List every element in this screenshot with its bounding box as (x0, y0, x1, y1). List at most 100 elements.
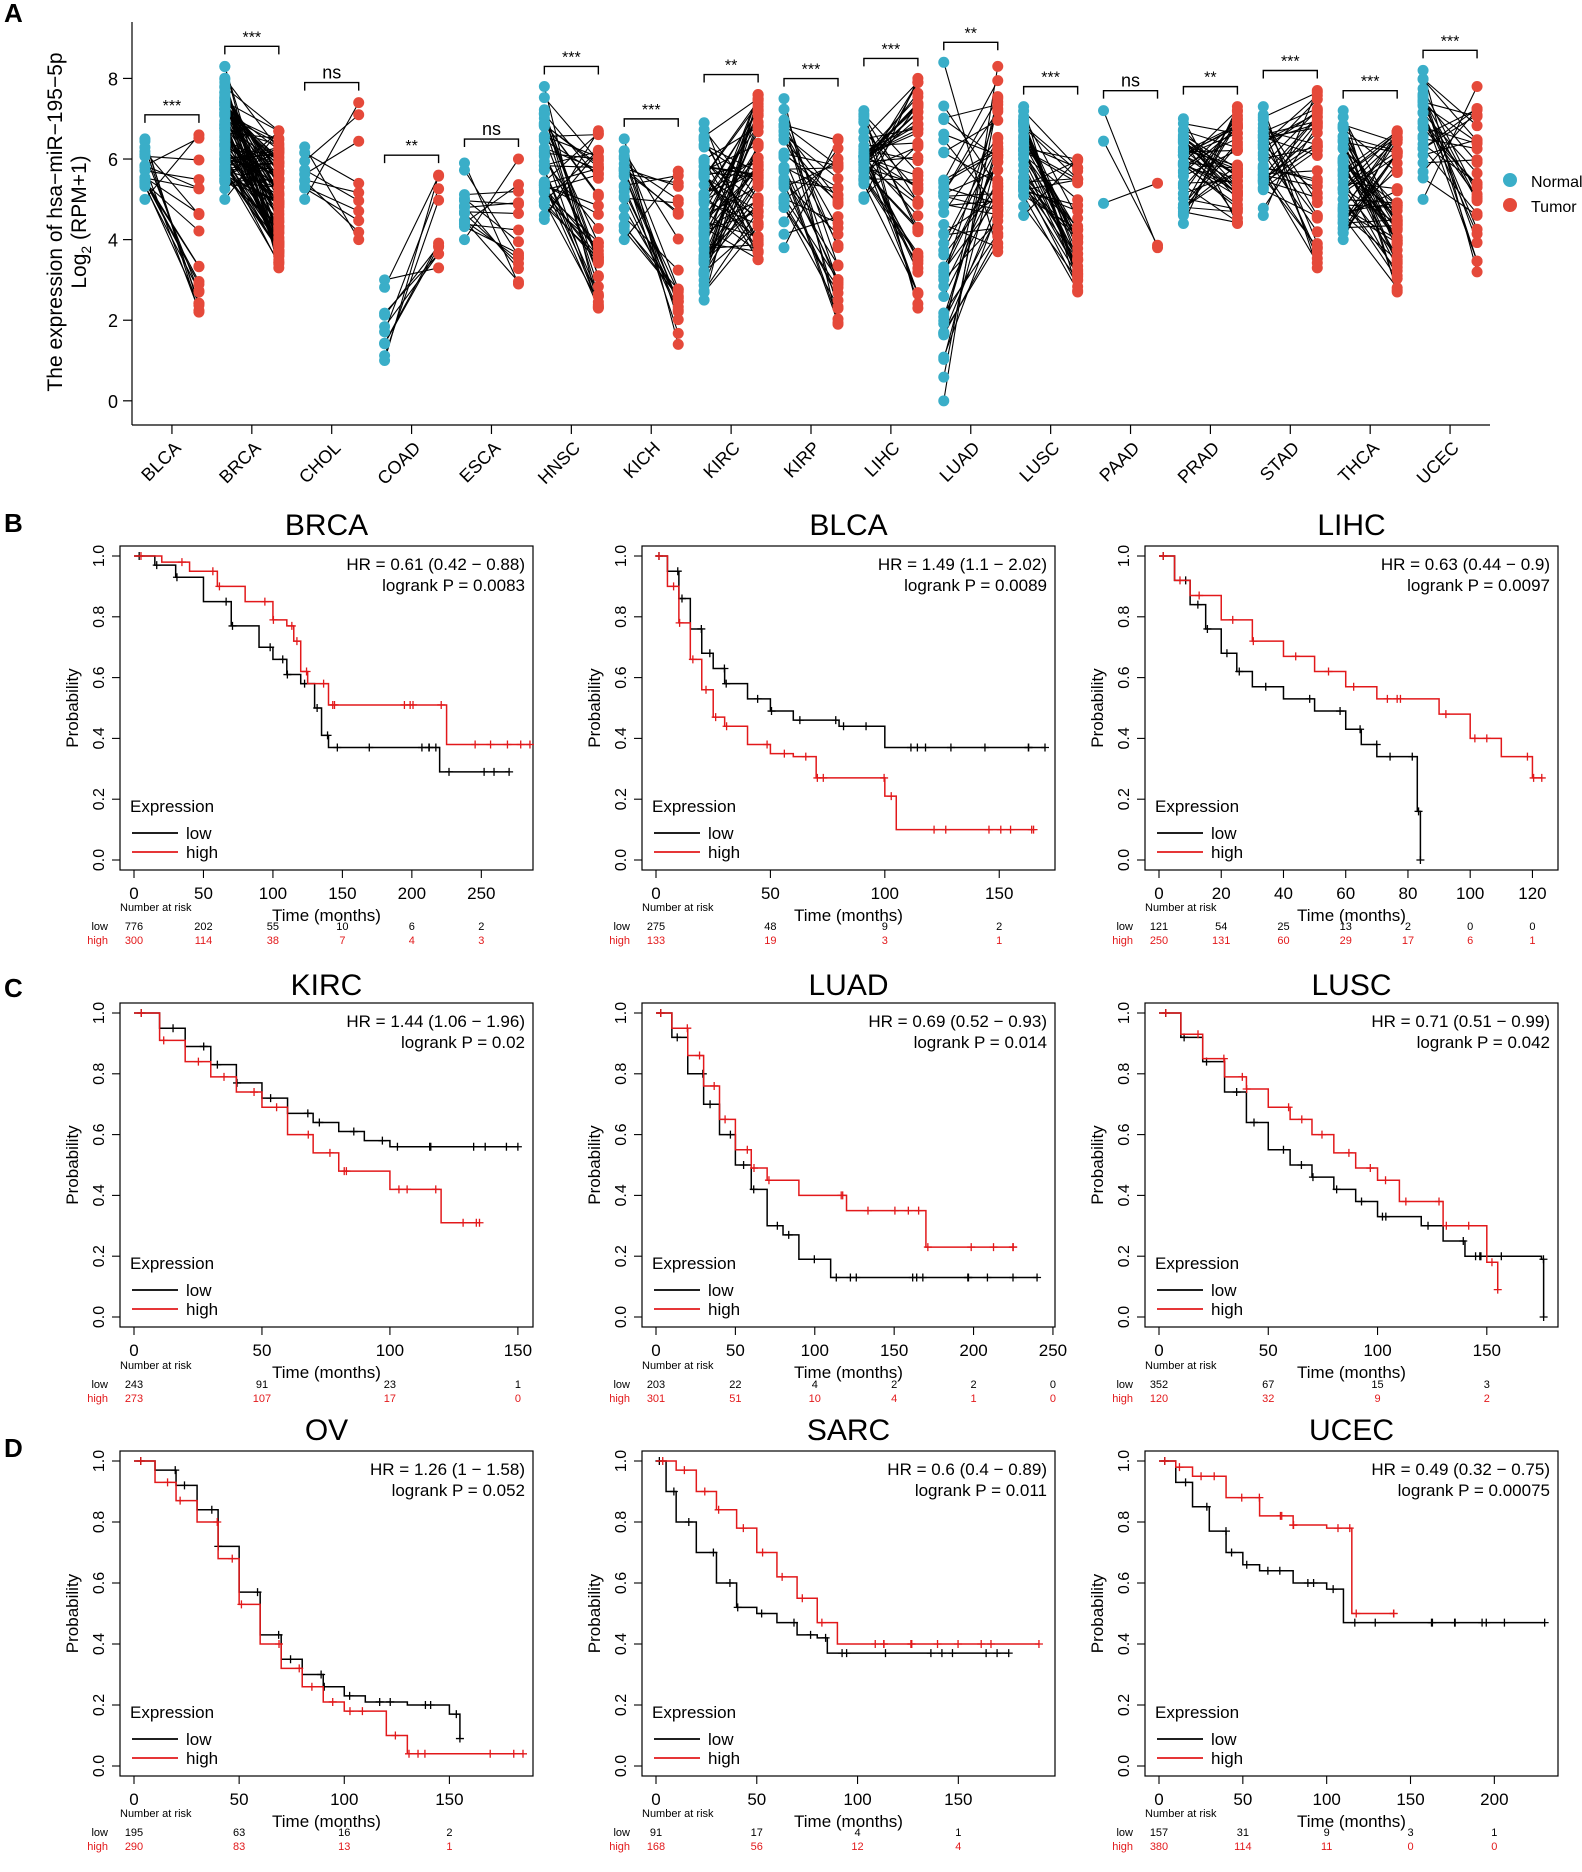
logrank-p: logrank P = 0.0097 (1407, 576, 1550, 595)
censor-mark-low (1202, 1502, 1211, 1511)
normal-point (778, 134, 790, 146)
pair-line (703, 100, 759, 177)
pair-lines-brca (224, 66, 280, 268)
censor-mark-high (307, 1682, 316, 1691)
censor-mark-low (445, 767, 454, 776)
risk-low-count: 23 (384, 1379, 396, 1391)
censor-mark-low (207, 1505, 216, 1514)
x-tick-label: CHOL (295, 438, 345, 488)
pair-line (1263, 123, 1318, 142)
x-tick-label-0: 0 (651, 1790, 660, 1809)
normal-point (1018, 142, 1030, 154)
risk-high-count: 107 (253, 1393, 271, 1405)
normal-point (698, 168, 710, 180)
tumor-point (992, 164, 1004, 176)
normal-point (1337, 208, 1349, 220)
risk-low-count: 4 (812, 1379, 818, 1391)
pair-line (623, 170, 679, 240)
x-tick-label-3: 150 (1473, 1341, 1501, 1360)
censor-mark-high (1464, 1221, 1473, 1230)
normal-point (1417, 133, 1429, 145)
pair-line (703, 226, 759, 293)
pair-line (144, 182, 200, 268)
y-tick-label: 1.0 (1116, 1450, 1133, 1472)
normal-points-kirp (778, 93, 790, 254)
pair-line (144, 176, 200, 214)
censor-mark-high (710, 1081, 719, 1090)
censor-mark-high (287, 621, 296, 630)
pair-line (224, 154, 280, 216)
censor-mark-low (795, 716, 804, 725)
risk-row-label-low: low (613, 1827, 630, 1839)
risk-low-count: 3 (1484, 1379, 1490, 1391)
tumor-point (752, 231, 764, 243)
tumor-point (1391, 273, 1403, 285)
risk-high-count: 1 (996, 935, 1002, 947)
normal-point (778, 201, 790, 213)
pair-line (783, 148, 839, 223)
pair-line (224, 111, 280, 163)
normal-point (858, 108, 870, 120)
normal-point (538, 119, 550, 131)
normal-point (1098, 105, 1110, 117)
y-tick-label: 0.0 (1116, 1755, 1133, 1777)
x-tick-label-3: 150 (880, 1341, 908, 1360)
pair-line (943, 161, 999, 273)
normal-point (778, 93, 790, 105)
pair-line (1182, 142, 1238, 205)
normal-point (139, 193, 151, 205)
pair-line (543, 187, 599, 252)
censor-mark-high (880, 773, 889, 782)
tumor-point (1311, 226, 1323, 238)
y-tick-label: 0.2 (91, 1245, 108, 1267)
tumor-point (273, 237, 285, 249)
pair-line (1422, 70, 1478, 273)
censor-mark-high (1470, 734, 1479, 743)
tumor-point (1072, 153, 1084, 165)
panel-label-a: A (4, 0, 23, 28)
tumor-point (512, 207, 524, 219)
legend-high-label: high (1211, 843, 1243, 862)
tumor-point (992, 241, 1004, 253)
x-tick-label-2: 40 (1274, 884, 1293, 903)
x-tick-label: PAAD (1095, 438, 1143, 486)
km-curve-low (656, 1460, 1009, 1654)
pair-line (1342, 159, 1398, 238)
normal-point (538, 180, 550, 192)
pair-line (1422, 97, 1478, 200)
normal-point (1177, 129, 1189, 141)
censor-mark-high (269, 615, 278, 624)
censor-mark-high (1238, 1072, 1247, 1081)
censor-mark-high (1393, 694, 1402, 703)
pair-line (1262, 125, 1318, 209)
pair-line (1342, 162, 1398, 218)
significance-label: *** (802, 62, 821, 79)
pair-line (943, 104, 998, 119)
tumor-point (752, 121, 764, 133)
pair-line (1023, 186, 1079, 276)
tumor-point (193, 182, 205, 194)
tumor-point (592, 281, 604, 293)
censor-mark-end-low (505, 767, 514, 776)
risk-table-title: Number at risk (1145, 1808, 1217, 1820)
tumor-point (273, 132, 285, 144)
x-axis-title: Time (months) (794, 906, 903, 925)
pair-line (1023, 147, 1078, 160)
risk-low-count: 17 (751, 1827, 763, 1839)
pair-line (543, 170, 599, 305)
pair-line (1023, 189, 1078, 212)
censor-mark-high (431, 1185, 440, 1194)
normal-point (938, 307, 950, 319)
censor-mark-high (208, 567, 217, 576)
pair-line (144, 177, 200, 190)
tumor-point (912, 254, 924, 266)
significance-label: ** (725, 58, 737, 75)
tumor-point (672, 338, 684, 350)
pair-line (1023, 126, 1079, 180)
normal-point (379, 281, 391, 293)
tumor-point (992, 91, 1004, 103)
normal-point (858, 191, 870, 203)
normal-point (778, 149, 790, 161)
risk-high-count: 56 (751, 1841, 763, 1853)
censor-mark-low (789, 1618, 798, 1627)
